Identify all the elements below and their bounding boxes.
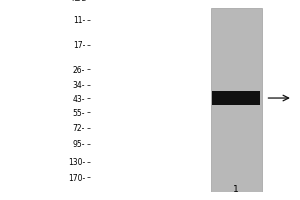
Text: 1: 1 bbox=[233, 185, 239, 194]
Bar bbox=[212, 91, 260, 105]
Text: kDa: kDa bbox=[71, 0, 86, 3]
Bar bbox=[211, 8, 262, 192]
